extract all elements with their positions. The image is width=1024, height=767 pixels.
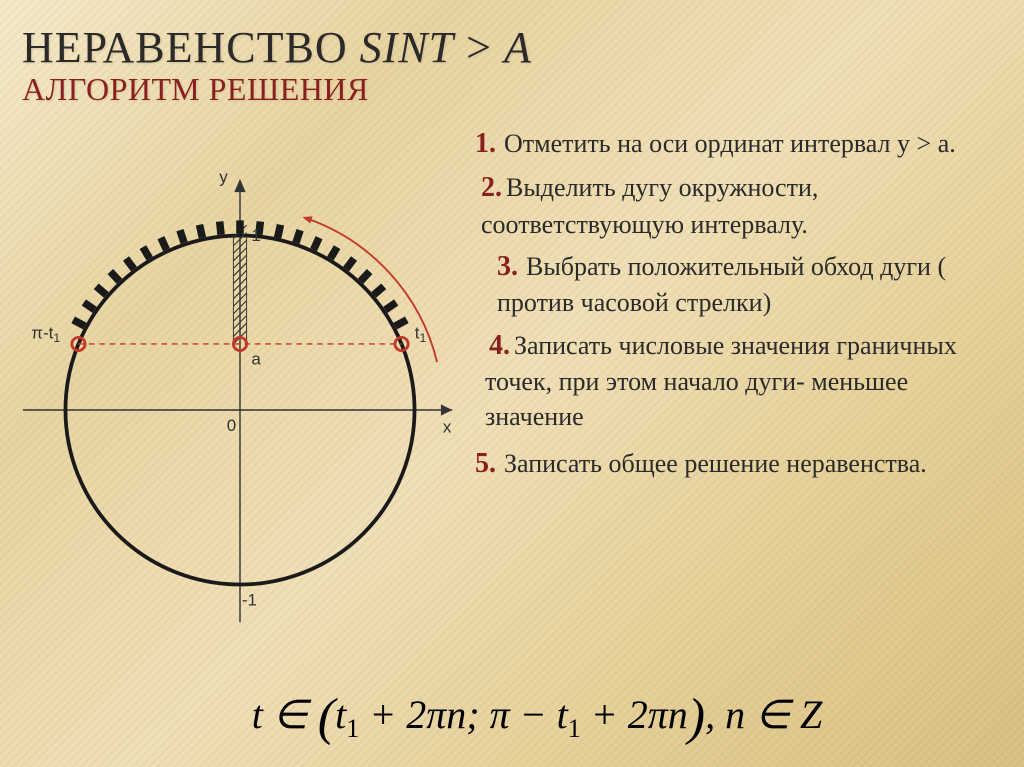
step-text: Записать числовые значения граничных точ…: [485, 331, 957, 432]
step-text: Выделить дугу окружности, соответствующу…: [481, 173, 818, 239]
svg-text:1: 1: [251, 226, 260, 245]
f-t1b: t: [557, 692, 568, 737]
f-pi: π −: [490, 692, 557, 737]
f-n: n: [725, 692, 745, 737]
title-main: НЕРАВЕНСТВО SINT > A: [22, 22, 532, 73]
svg-text:a: a: [251, 350, 261, 369]
f-t: t: [252, 692, 263, 737]
f-s1a: 1: [346, 714, 359, 743]
svg-text:y: y: [219, 168, 228, 187]
step-2: 2.Выделить дугу окружности, соответствую…: [481, 169, 1012, 242]
step-5: 5. Записать общее решение неравенства.: [475, 445, 1012, 483]
formula: t ∈ (t1 + 2πn; π − t1 + 2πn), n ∈ Z: [70, 688, 1004, 747]
step-4: 4.Записать числовые значения граничных т…: [485, 327, 1012, 435]
step-text: Выбрать положительный обход дуги ( проти…: [497, 252, 946, 318]
step-num: 5.: [475, 448, 496, 479]
f-lparen: (: [318, 689, 335, 746]
step-3: 3. Выбрать положительный обход дуги ( пр…: [497, 248, 1012, 321]
title-sub: АЛГОРИТМ РЕШЕНИЯ: [22, 71, 532, 108]
svg-text:π-t1: π-t1: [31, 323, 60, 345]
step-num: 2.: [481, 172, 502, 203]
step-num: 4.: [489, 330, 510, 361]
title-block: НЕРАВЕНСТВО SINT > A АЛГОРИТМ РЕШЕНИЯ: [22, 22, 532, 108]
title-sint: SINT: [360, 23, 454, 72]
step-num: 1.: [475, 128, 496, 159]
f-comma: ,: [705, 692, 725, 737]
step-text: Записать общее решение неравенства.: [504, 449, 927, 478]
title-prefix: НЕРАВЕНСТВО: [22, 23, 360, 72]
svg-text:0: 0: [227, 416, 236, 435]
svg-text:x: x: [443, 418, 452, 437]
f-inZ: ∈ Z: [745, 692, 822, 737]
f-t1a: t: [335, 692, 346, 737]
unit-circle-diagram: yx1-10at1π-t1: [15, 160, 465, 660]
step-num: 3.: [497, 251, 518, 282]
title-a: A: [504, 23, 532, 72]
steps-list: 1. Отметить на оси ординат интервал y > …: [475, 125, 1012, 488]
step-text: Отметить на оси ординат интервал y > a.: [504, 129, 956, 158]
f-in: ∈: [263, 692, 318, 737]
step-1: 1. Отметить на оси ординат интервал y > …: [475, 125, 1012, 163]
f-plus1: + 2πn;: [359, 692, 489, 737]
f-rparen: ): [688, 689, 705, 746]
title-op: >: [454, 23, 504, 72]
svg-text:-1: -1: [242, 590, 257, 609]
f-s1b: 1: [568, 714, 581, 743]
f-plus2: + 2πn: [581, 692, 688, 737]
